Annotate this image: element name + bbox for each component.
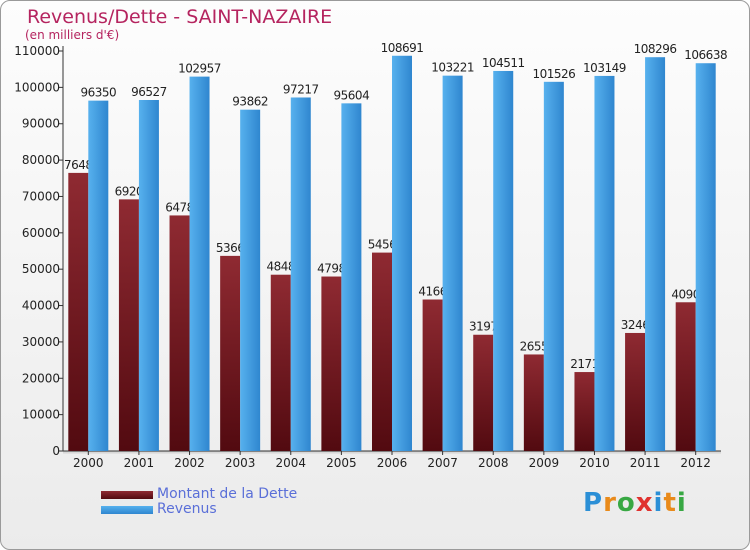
logo-letter: o — [616, 488, 636, 518]
bar-revenue-label: 103149 — [583, 61, 626, 75]
bar-revenue — [138, 99, 159, 451]
bar-debt-label: 5456 — [368, 238, 397, 252]
bar-debt-label: 5366 — [216, 241, 245, 255]
bar-revenue — [88, 100, 109, 452]
bar-debt-label: 7648 — [64, 158, 93, 172]
bar-revenue — [290, 97, 311, 451]
bar-debt-label: 4090 — [671, 287, 700, 301]
bar-revenue-label: 101526 — [532, 67, 575, 81]
logo-letter: i — [676, 488, 687, 518]
x-tick-label: 2007 — [427, 456, 458, 470]
x-tick-label: 2001 — [124, 456, 155, 470]
y-tick-label: 50000 — [22, 262, 60, 276]
bar-debt-label: 6478 — [165, 200, 194, 214]
legend-label-debt: Montant de la Dette — [157, 486, 298, 502]
x-tick-label: 2005 — [326, 456, 357, 470]
bar-revenue — [442, 75, 463, 451]
y-tick-label: 90000 — [22, 117, 60, 131]
chart-subtitle: (en milliers d'€) — [25, 28, 120, 42]
y-tick-label: 10000 — [22, 408, 60, 422]
x-tick-label: 2011 — [630, 456, 661, 470]
bar-revenue — [543, 81, 564, 451]
x-tick-label: 2010 — [579, 456, 610, 470]
bar-revenue-label: 93862 — [232, 95, 268, 109]
logo-letter: P — [583, 488, 604, 518]
bar-debt — [321, 276, 342, 451]
bar-debt — [372, 252, 392, 451]
bar-revenue-label: 102957 — [178, 62, 221, 76]
bar-debt — [68, 172, 89, 451]
bar-revenue — [240, 109, 261, 451]
bar-debt-label: 4848 — [266, 260, 295, 274]
bar-debt — [675, 302, 696, 451]
bar-debt — [169, 215, 190, 451]
y-tick-label: 60000 — [22, 226, 60, 240]
bar-revenue-label: 95604 — [334, 88, 370, 102]
bar-revenue-label: 97217 — [283, 82, 319, 96]
y-tick-label: 100000 — [14, 80, 60, 94]
bar-revenue — [594, 75, 615, 452]
y-tick-label: 40000 — [22, 299, 60, 313]
bar-debt-label: 3197 — [469, 320, 498, 334]
bar-debt — [523, 354, 544, 451]
bar-debt — [574, 372, 595, 451]
x-tick-label: 2006 — [377, 456, 408, 470]
bar-debt-label: 6920 — [115, 184, 144, 198]
bar-revenue-label: 103221 — [431, 61, 474, 75]
bar-debt-label: 4798 — [317, 262, 346, 276]
bar-debt — [270, 274, 291, 451]
bar-debt — [422, 299, 443, 451]
logo-letter: i — [653, 488, 664, 518]
bar-revenue — [695, 63, 716, 451]
y-tick-label: 0 — [52, 444, 60, 458]
x-tick-label: 2008 — [478, 456, 509, 470]
bar-debt-label: 4166 — [418, 285, 447, 299]
bar-revenue — [341, 103, 362, 451]
y-tick-label: 70000 — [22, 189, 60, 203]
bar-revenue-label: 104511 — [482, 56, 525, 70]
bar-revenue-label: 96350 — [80, 86, 116, 100]
bar-revenue — [493, 70, 514, 452]
bar-debt — [473, 334, 494, 451]
bar-revenue — [189, 76, 210, 452]
y-tick-label: 30000 — [22, 335, 60, 349]
x-tick-label: 2000 — [73, 456, 104, 470]
bar-debt — [118, 199, 139, 451]
bar-revenue-label: 96527 — [131, 85, 167, 99]
bar-revenue-label: 106638 — [684, 48, 727, 62]
logo-letter: x — [635, 488, 654, 518]
bar-revenue-label: 108296 — [634, 42, 677, 56]
x-tick-label: 2003 — [225, 456, 256, 470]
y-tick-label: 80000 — [22, 153, 60, 167]
bar-debt-label: 2655 — [520, 339, 549, 353]
logo-letter: r — [603, 488, 617, 518]
x-tick-label: 2012 — [680, 456, 711, 470]
logo-letter: t — [663, 488, 677, 518]
x-tick-label: 2002 — [174, 456, 205, 470]
y-tick-label: 110000 — [14, 44, 60, 58]
proxiti-logo: Proxiti — [583, 488, 687, 518]
bar-debt-label: 3246 — [621, 318, 650, 332]
legend-label-revenue: Revenus — [157, 501, 217, 517]
y-tick-label: 20000 — [22, 371, 60, 385]
bar-revenue-label: 108691 — [381, 41, 424, 55]
x-tick-label: 2009 — [529, 456, 560, 470]
x-tick-label: 2004 — [275, 456, 306, 470]
chart-title: Revenus/Dette - SAINT-NAZAIRE — [27, 6, 333, 28]
bar-revenue — [392, 55, 412, 451]
legend-swatch-debt — [101, 491, 153, 499]
bar-debt — [220, 255, 241, 451]
bar-revenue — [645, 57, 666, 452]
bar-debt-label: 2171 — [570, 357, 599, 371]
bar-debt — [625, 332, 646, 451]
legend-swatch-revenue — [101, 506, 153, 514]
